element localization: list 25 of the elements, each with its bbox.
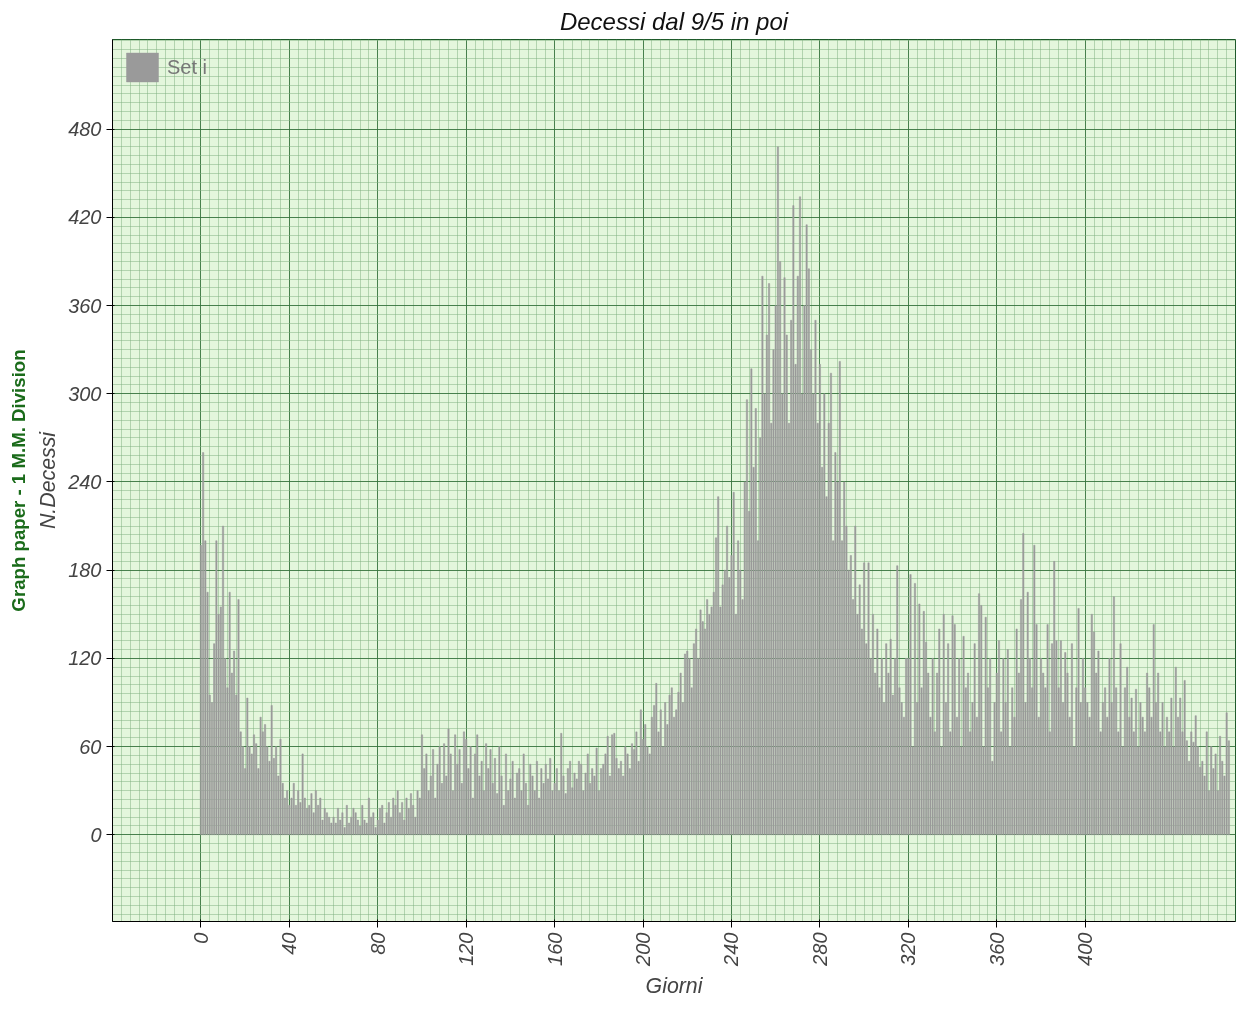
x-tick-label: 400 xyxy=(1074,932,1097,966)
legend-label: Set i xyxy=(167,55,208,79)
x-tick-label: 320 xyxy=(897,932,920,966)
y-tick-label: 300 xyxy=(68,382,102,405)
y-tick-label: 480 xyxy=(68,118,102,141)
y-tick-label: 360 xyxy=(68,294,102,317)
y-tick-label: 120 xyxy=(68,647,102,670)
y-axis-title: N.Decessi xyxy=(36,430,61,530)
x-tick-label: 160 xyxy=(543,932,566,966)
x-axis-title: Giorni xyxy=(645,973,704,998)
x-tick-label: 40 xyxy=(278,932,301,955)
chart-title: Decessi dal 9/5 in poi xyxy=(559,7,789,35)
text: Graph paper - 1 M.M. Division xyxy=(7,349,29,612)
x-tick-label: 80 xyxy=(366,932,389,955)
y-tick-label: 60 xyxy=(79,735,102,758)
x-tick-label: 200 xyxy=(632,932,655,967)
y-tick-label: 240 xyxy=(67,470,102,493)
y-tick-label: 0 xyxy=(90,823,102,846)
x-tick-label: 0 xyxy=(189,932,212,944)
x-tick-label: 240 xyxy=(720,932,743,967)
y-tick-label: 180 xyxy=(68,559,102,582)
y-tick-label: 420 xyxy=(68,206,102,229)
x-tick-label: 360 xyxy=(985,932,1008,966)
x-tick-label: 120 xyxy=(455,932,478,966)
x-tick-label: 280 xyxy=(808,932,831,967)
